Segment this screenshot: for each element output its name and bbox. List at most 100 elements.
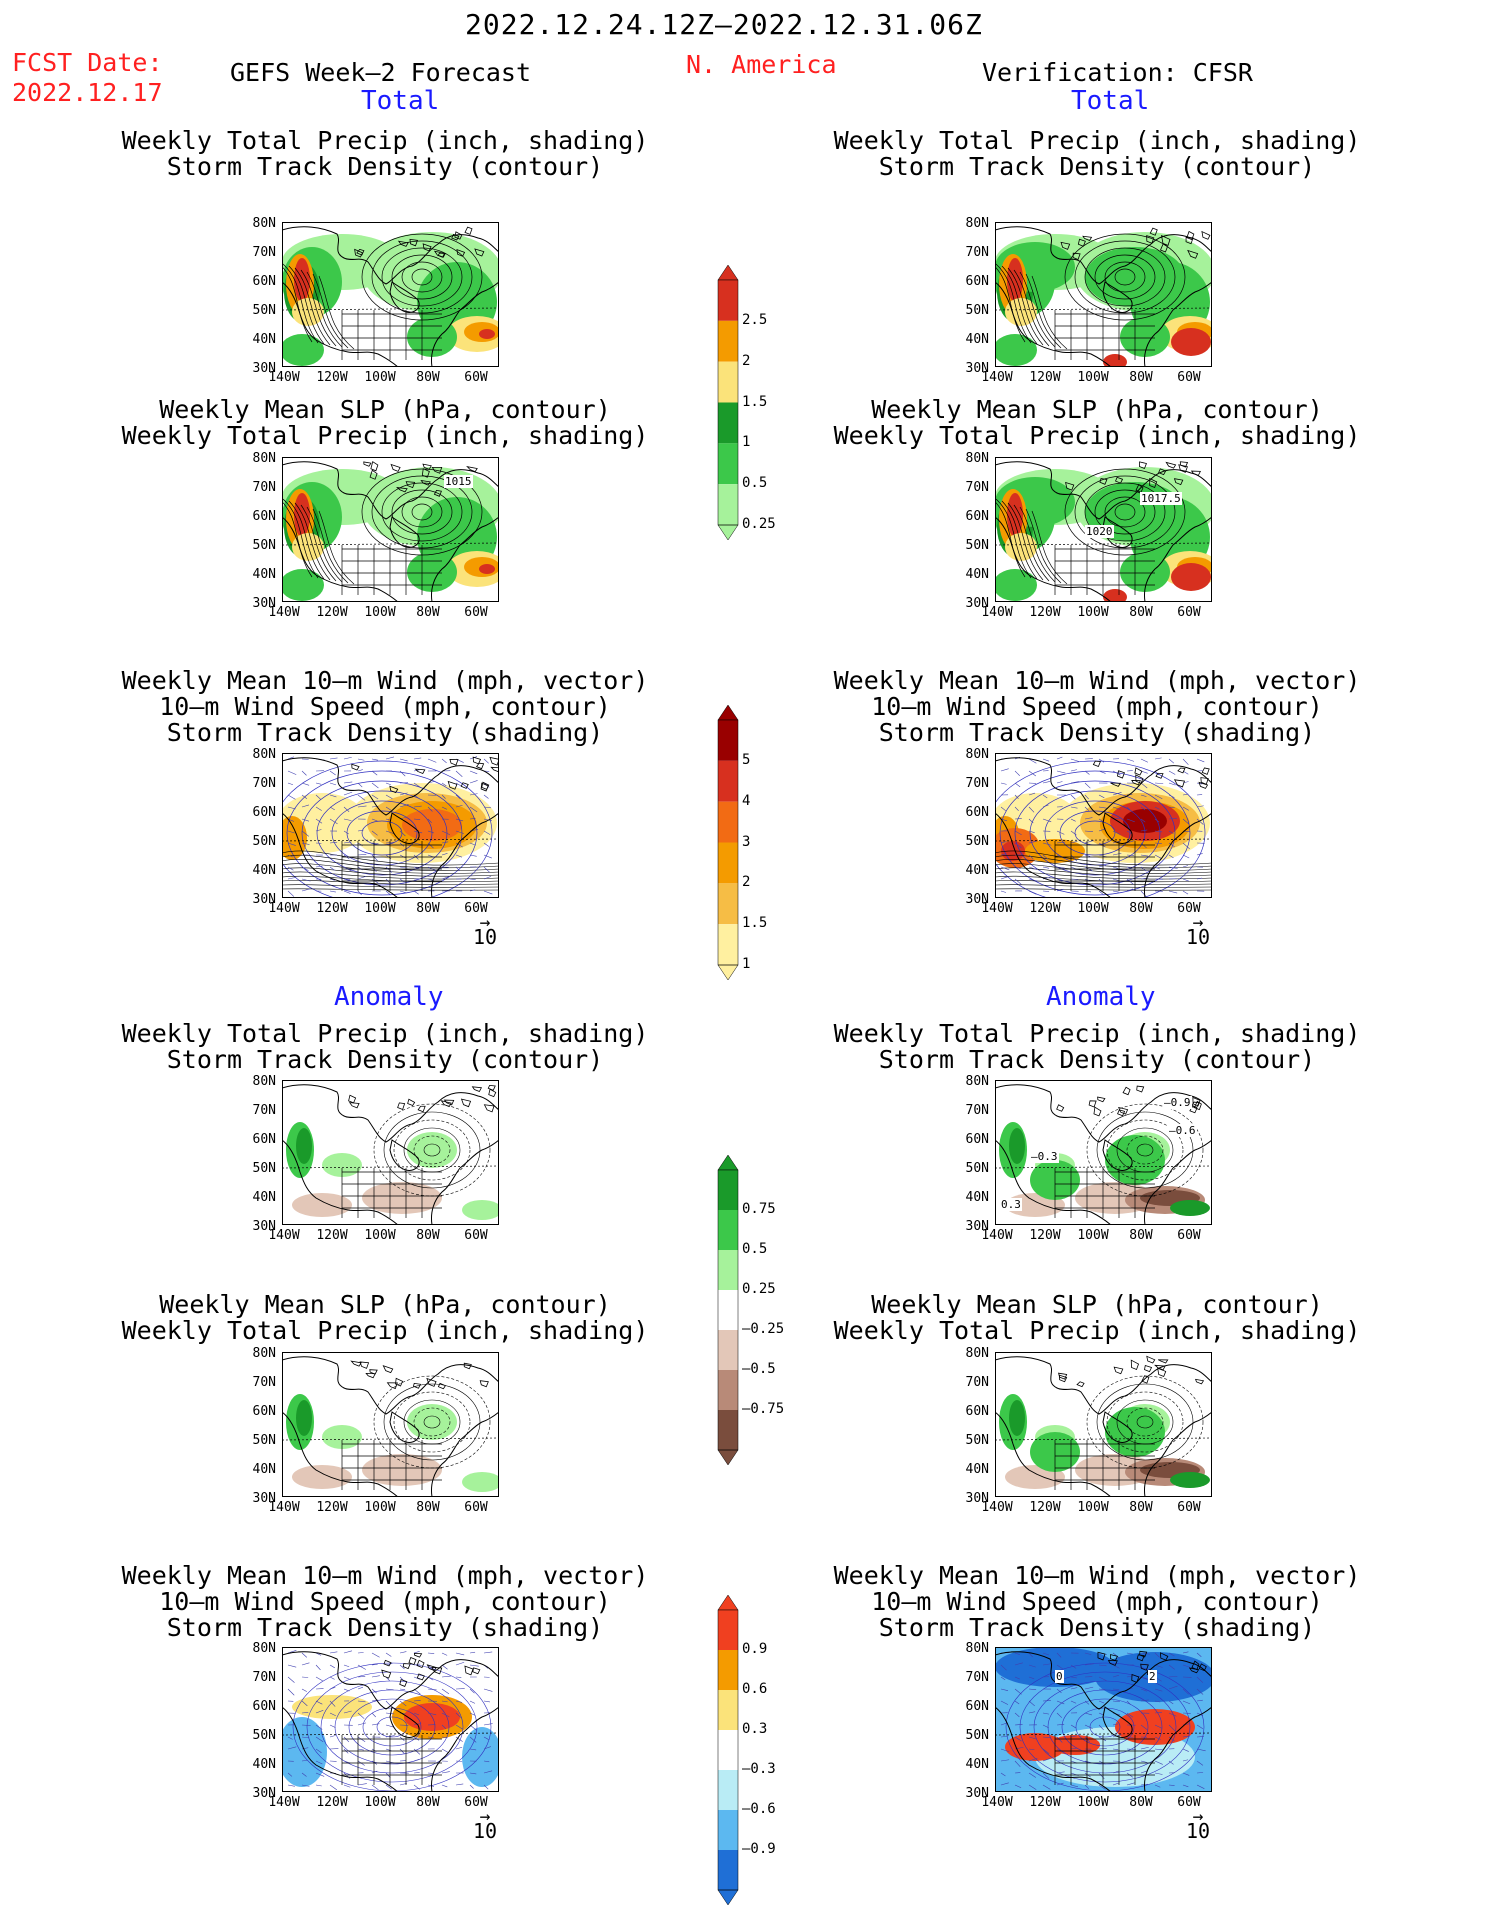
lat-tick-label: 40N <box>252 1190 276 1205</box>
region-label: N. America <box>686 50 837 79</box>
panel-title-line: 10–m Wind Speed (mph, contour) <box>159 1587 611 1616</box>
lon-tick-label: 140W <box>981 1228 1013 1243</box>
contour-label: 1017.5 <box>1140 492 1182 505</box>
lon-tick-label: 80W <box>416 1795 440 1810</box>
colorbar-tick-label: –0.5 <box>742 1361 776 1377</box>
map-panel <box>282 457 499 602</box>
lat-tick-label: 60N <box>965 509 989 524</box>
lon-tick-label: 100W <box>1077 605 1109 620</box>
panel-title-line: Weekly Mean SLP (hPa, contour) <box>159 1290 611 1319</box>
lon-tick-label: 100W <box>1077 370 1109 385</box>
lon-tick-label: 80W <box>416 605 440 620</box>
lat-tick-label: 40N <box>965 332 989 347</box>
lon-tick-label: 80W <box>416 901 440 916</box>
lat-tick-label: 30N <box>252 361 276 376</box>
contour-label: 0 <box>1055 1670 1064 1683</box>
vector-reference: → 10 <box>467 912 503 949</box>
lat-tick-label: 50N <box>965 1728 989 1743</box>
date-range: 2022.12.24.12Z–2022.12.31.06Z <box>465 8 983 41</box>
lon-tick-label: 140W <box>268 901 300 916</box>
colorbar-tick-label: 0.6 <box>742 1681 768 1697</box>
colorbar-tick-label: 0.5 <box>742 1241 768 1257</box>
colorbar-tick-label: 1 <box>742 434 751 451</box>
lat-tick-label: 70N <box>252 776 276 791</box>
panel-title-line: Weekly Mean SLP (hPa, contour) <box>871 395 1323 424</box>
lon-tick-label: 140W <box>981 370 1013 385</box>
left-title: GEFS Week–2 Forecast <box>230 58 532 87</box>
lon-tick-label: 100W <box>364 370 396 385</box>
lon-tick-label: 100W <box>1077 1228 1109 1243</box>
map-panel <box>282 1080 499 1225</box>
panel-title-line: Storm Track Density (shading) <box>878 718 1316 747</box>
panel-title-line: Weekly Mean 10–m Wind (mph, vector) <box>833 666 1361 695</box>
panel-title-line: Weekly Mean 10–m Wind (mph, vector) <box>833 1561 1361 1590</box>
panel-title-line: Weekly Total Precip (inch, shading) <box>121 1316 649 1345</box>
lat-tick-label: 80N <box>252 1074 276 1089</box>
lat-tick-label: 70N <box>965 480 989 495</box>
vector-ref-value: 10 <box>472 925 498 949</box>
lon-tick-label: 60W <box>464 1795 488 1810</box>
map-panel <box>282 1352 499 1497</box>
lon-tick-label: 120W <box>316 1228 348 1243</box>
track-colorbar <box>717 705 739 980</box>
lat-tick-label: 60N <box>965 1132 989 1147</box>
lon-tick-label: 120W <box>1029 1228 1061 1243</box>
map-panel <box>995 1352 1212 1497</box>
lon-tick-label: 120W <box>316 901 348 916</box>
colorbar-tick-label: 2 <box>742 874 751 891</box>
vector-arrow-icon: → <box>479 912 491 933</box>
lat-tick-label: 40N <box>965 863 989 878</box>
lon-tick-label: 120W <box>1029 1795 1061 1810</box>
lon-tick-label: 100W <box>364 1228 396 1243</box>
lat-tick-label: 30N <box>252 596 276 611</box>
panel-title-line: Weekly Total Precip (inch, shading) <box>833 1316 1361 1345</box>
lat-tick-label: 60N <box>252 274 276 289</box>
lon-tick-label: 60W <box>464 901 488 916</box>
lon-tick-label: 100W <box>1077 1500 1109 1515</box>
lat-tick-label: 70N <box>252 480 276 495</box>
lat-tick-label: 70N <box>252 245 276 260</box>
lon-tick-label: 100W <box>364 1795 396 1810</box>
panel-title-line: 10–m Wind Speed (mph, contour) <box>159 692 611 721</box>
lon-tick-label: 60W <box>464 370 488 385</box>
map-panel <box>995 222 1212 367</box>
panel-title-line: Weekly Total Precip (inch, shading) <box>833 421 1361 450</box>
map-panel <box>995 1647 1212 1792</box>
lat-tick-label: 60N <box>252 1699 276 1714</box>
lon-tick-label: 80W <box>1129 901 1153 916</box>
lon-tick-label: 60W <box>464 1500 488 1515</box>
lon-tick-label: 60W <box>1177 901 1201 916</box>
colorbar-tick-label: 4 <box>742 792 751 809</box>
colorbar-tick-label: 0.9 <box>742 1641 768 1657</box>
lat-tick-label: 40N <box>252 332 276 347</box>
lat-tick-label: 60N <box>965 805 989 820</box>
colorbar-tick-label: 3 <box>742 833 751 850</box>
lon-tick-label: 60W <box>1177 1795 1201 1810</box>
lon-tick-label: 80W <box>1129 1228 1153 1243</box>
lon-tick-label: 100W <box>1077 901 1109 916</box>
panel-title-line: Weekly Mean 10–m Wind (mph, vector) <box>121 1561 649 1590</box>
lat-tick-label: 40N <box>965 1462 989 1477</box>
total-label-right: Total <box>1071 86 1150 116</box>
vector-reference: → 10 <box>1180 1808 1216 1843</box>
map-panel <box>282 753 499 898</box>
panel-title-line: Weekly Total Precip (inch, shading) <box>121 1019 649 1048</box>
colorbar-tick-label: –0.75 <box>742 1401 785 1417</box>
lat-tick-label: 40N <box>252 863 276 878</box>
vector-ref-value: 10 <box>1185 1819 1211 1843</box>
lat-tick-label: 40N <box>965 1757 989 1772</box>
lat-tick-label: 50N <box>965 1433 989 1448</box>
colorbar-tick-label: 5 <box>742 751 751 768</box>
panel-title-line: Storm Track Density (contour) <box>878 152 1316 181</box>
lat-tick-label: 70N <box>252 1375 276 1390</box>
lat-tick-label: 30N <box>252 1219 276 1234</box>
map-panel <box>995 753 1212 898</box>
colorbar-tick-label: 1 <box>742 956 751 972</box>
colorbar-tick-label: 1.5 <box>742 915 768 932</box>
panel-title-line: Weekly Total Precip (inch, shading) <box>833 1019 1361 1048</box>
lon-tick-label: 140W <box>268 1500 300 1515</box>
lat-tick-label: 80N <box>252 1346 276 1361</box>
lon-tick-label: 140W <box>268 1228 300 1243</box>
lat-tick-label: 60N <box>965 1404 989 1419</box>
lat-tick-label: 80N <box>252 747 276 762</box>
